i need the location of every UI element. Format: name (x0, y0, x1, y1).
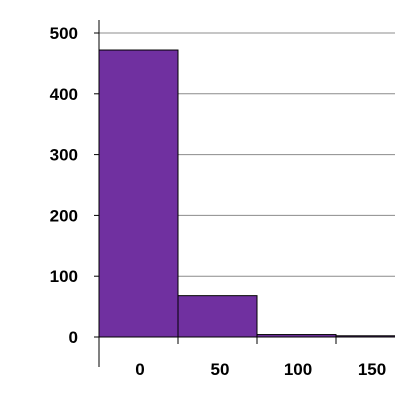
x-tick-label: 150 (358, 360, 386, 379)
axes (94, 20, 395, 367)
y-tick-label: 300 (50, 146, 78, 165)
x-tick-label: 100 (284, 360, 312, 379)
y-tick-label: 0 (69, 328, 78, 347)
y-tick-label: 400 (50, 85, 78, 104)
y-tick-label: 100 (50, 267, 78, 286)
tick-labels: 0 100 200 300 400 500 0 50 100 150 (50, 24, 387, 379)
y-tick-label: 200 (50, 206, 78, 225)
x-tick-label: 0 (135, 360, 144, 379)
y-tick-label: 500 (50, 24, 78, 43)
bars (98, 49, 395, 338)
bar-0 (98, 49, 179, 338)
x-tick-label: 50 (211, 360, 230, 379)
bar-1 (177, 295, 258, 338)
